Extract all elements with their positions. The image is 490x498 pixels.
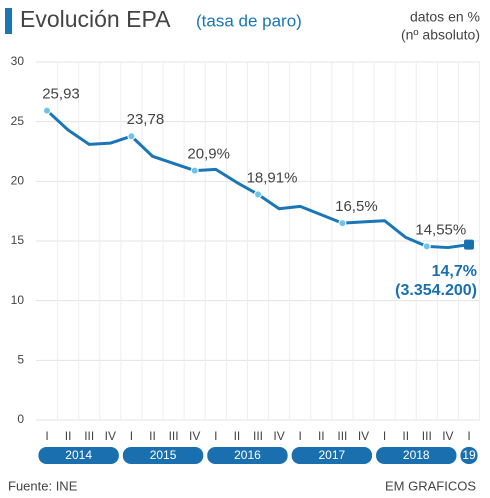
y-tick-label: 5	[17, 353, 24, 367]
year-pill	[460, 447, 478, 464]
y-tick-label: 20	[11, 174, 25, 188]
year-pill	[376, 447, 457, 464]
point	[422, 242, 431, 251]
point	[190, 166, 199, 175]
y-tick-label: 25	[11, 114, 25, 128]
year-label: 2017	[318, 448, 345, 462]
x-tick-label: IV	[273, 429, 284, 443]
title-note: (tasa de paro)	[196, 11, 302, 30]
year-label: 2015	[150, 448, 177, 462]
x-tick-label: III	[337, 429, 347, 443]
end-marker	[464, 239, 474, 250]
x-tick-label: III	[422, 429, 432, 443]
y-tick-label: 10	[11, 293, 25, 307]
x-tick-label: I	[299, 429, 302, 443]
x-tick-label: I	[383, 429, 386, 443]
value-label: 20,9%	[187, 146, 230, 163]
x-tick-label: IV	[358, 429, 369, 443]
x-tick-label: II	[149, 429, 156, 443]
point	[338, 219, 347, 228]
year-pill	[207, 447, 288, 464]
year-label: 2016	[234, 448, 261, 462]
year-pill	[38, 447, 119, 464]
x-tick-label: II	[402, 429, 409, 443]
value-label: 16,5%	[335, 198, 378, 215]
year-label: 19	[462, 448, 476, 462]
value-note: (3.354.200)	[395, 282, 477, 299]
y-tick-label: 15	[11, 233, 25, 247]
x-tick-label: I	[467, 429, 470, 443]
value-label: 14,55%	[415, 221, 466, 238]
value-label: 18,91%	[247, 169, 298, 186]
year-pill	[291, 447, 373, 464]
year-pill	[122, 447, 204, 464]
x-tick-label: III	[253, 429, 263, 443]
chart-title: Evolución EPA	[20, 6, 171, 32]
point	[254, 190, 262, 199]
x-tick-label: II	[65, 429, 72, 443]
y-tick-label: 30	[11, 54, 25, 68]
year-label: 2018	[403, 448, 430, 462]
credit: EM GRAFICOS	[385, 478, 476, 493]
subtitle: (nº absoluto)	[401, 27, 480, 43]
value-label: 23,78	[127, 111, 165, 128]
x-tick-label: II	[234, 429, 241, 443]
subtitle: datos en %	[410, 9, 480, 25]
x-tick-label: I	[214, 429, 217, 443]
source: Fuente: INE	[8, 478, 78, 493]
x-tick-label: IV	[105, 429, 116, 443]
year-label: 2014	[65, 448, 92, 462]
x-tick-label: III	[84, 429, 94, 443]
x-tick-label: II	[318, 429, 325, 443]
y-tick-label: 0	[17, 412, 24, 426]
title-bar	[5, 8, 12, 34]
x-tick-label: III	[169, 429, 179, 443]
point	[127, 132, 136, 141]
x-tick-label: IV	[442, 429, 453, 443]
value-label: 25,93	[42, 86, 80, 103]
x-tick-label: IV	[189, 429, 200, 443]
value-label: 14,7%	[432, 263, 477, 280]
x-tick-label: I	[45, 429, 48, 443]
x-tick-label: I	[130, 429, 133, 443]
point	[43, 106, 51, 115]
